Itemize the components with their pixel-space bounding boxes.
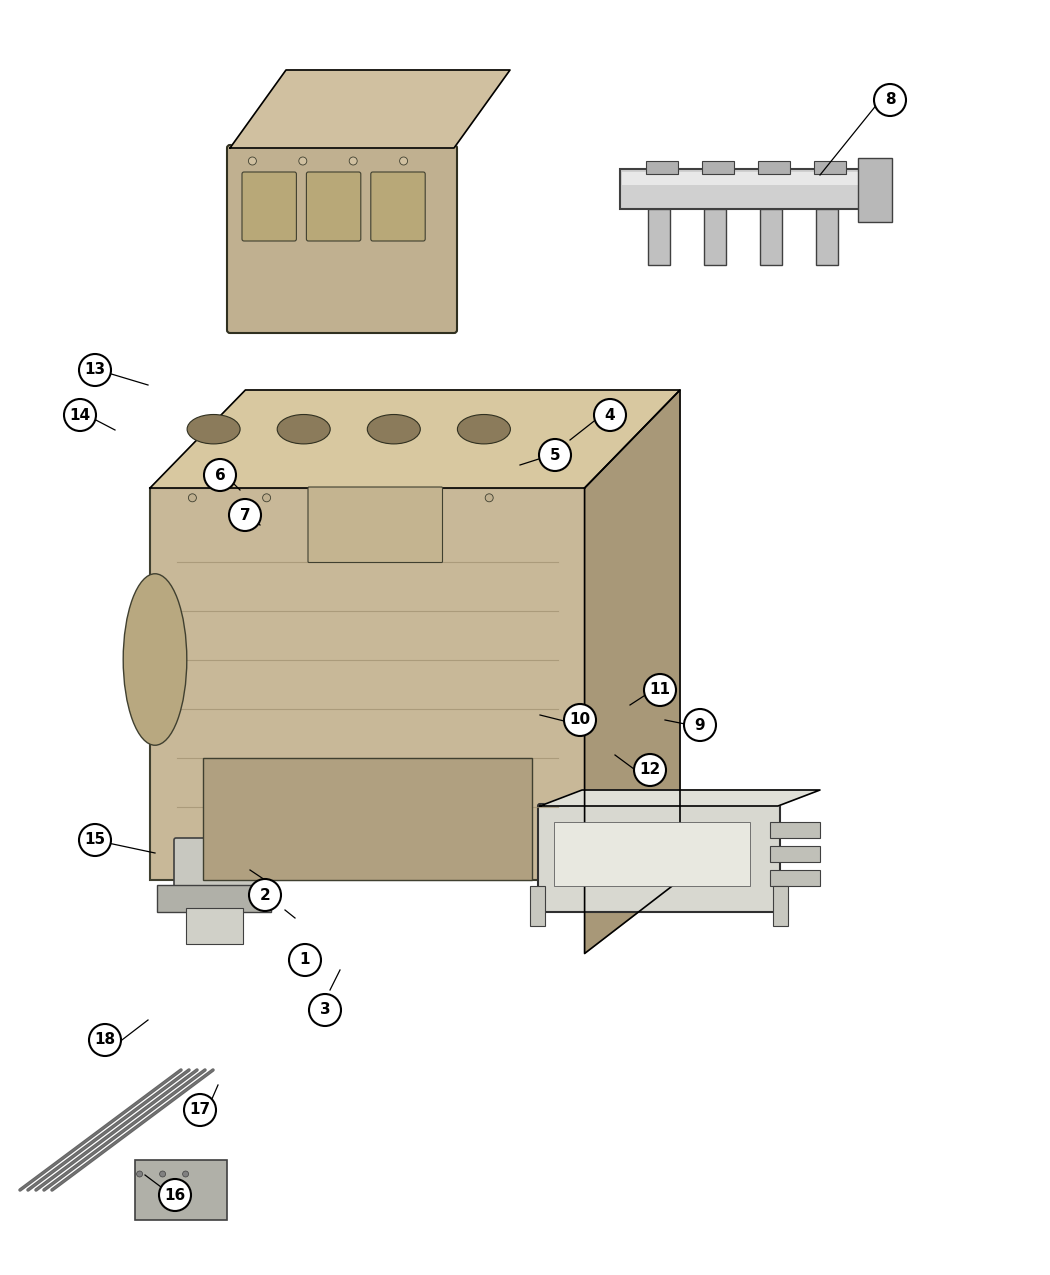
- Circle shape: [183, 1170, 189, 1177]
- Polygon shape: [230, 70, 510, 148]
- Text: 5: 5: [550, 448, 561, 463]
- Bar: [704, 209, 727, 265]
- Circle shape: [634, 754, 666, 785]
- Ellipse shape: [458, 414, 510, 444]
- Circle shape: [159, 1179, 191, 1211]
- FancyBboxPatch shape: [538, 805, 780, 912]
- Circle shape: [337, 493, 344, 502]
- Text: 10: 10: [569, 713, 590, 728]
- Ellipse shape: [277, 414, 330, 444]
- Bar: [648, 209, 670, 265]
- Circle shape: [594, 399, 626, 431]
- Circle shape: [411, 493, 419, 502]
- Bar: [760, 209, 782, 265]
- Text: 2: 2: [259, 887, 271, 903]
- Circle shape: [89, 1024, 121, 1056]
- Bar: [622, 172, 863, 185]
- Polygon shape: [150, 390, 680, 488]
- FancyBboxPatch shape: [227, 145, 457, 333]
- Bar: [530, 886, 545, 926]
- Ellipse shape: [368, 414, 420, 444]
- Circle shape: [564, 704, 596, 736]
- Circle shape: [229, 499, 261, 530]
- Text: 1: 1: [299, 952, 310, 968]
- Circle shape: [79, 824, 111, 856]
- Bar: [773, 886, 788, 926]
- FancyBboxPatch shape: [242, 172, 296, 241]
- Bar: [816, 209, 838, 265]
- Text: 8: 8: [885, 93, 896, 107]
- Bar: [858, 158, 891, 222]
- Circle shape: [204, 459, 236, 491]
- Circle shape: [136, 1170, 143, 1177]
- FancyBboxPatch shape: [174, 838, 273, 896]
- Polygon shape: [540, 790, 820, 806]
- Text: 17: 17: [189, 1103, 211, 1117]
- Bar: [150, 488, 585, 880]
- Circle shape: [64, 399, 96, 431]
- Text: 9: 9: [695, 718, 706, 733]
- Bar: [158, 885, 271, 912]
- Text: 6: 6: [214, 468, 226, 482]
- Text: 18: 18: [94, 1033, 116, 1048]
- Bar: [646, 161, 678, 173]
- Circle shape: [874, 84, 906, 116]
- Circle shape: [400, 157, 407, 164]
- Bar: [186, 908, 243, 945]
- Ellipse shape: [187, 414, 240, 444]
- Polygon shape: [585, 390, 680, 954]
- Text: 3: 3: [319, 1002, 331, 1017]
- Bar: [702, 161, 734, 173]
- Circle shape: [249, 878, 281, 912]
- Bar: [770, 822, 820, 838]
- Bar: [770, 847, 820, 862]
- Bar: [770, 870, 820, 886]
- Bar: [814, 161, 846, 173]
- Text: 12: 12: [639, 762, 660, 778]
- Circle shape: [262, 493, 271, 502]
- Circle shape: [160, 1170, 166, 1177]
- FancyBboxPatch shape: [308, 487, 442, 562]
- Circle shape: [684, 709, 716, 741]
- Circle shape: [289, 944, 321, 975]
- Circle shape: [539, 439, 571, 470]
- Circle shape: [350, 157, 357, 164]
- Text: 7: 7: [239, 507, 250, 523]
- Text: 13: 13: [84, 362, 106, 377]
- Circle shape: [309, 994, 341, 1026]
- Bar: [203, 757, 531, 880]
- Text: 4: 4: [605, 408, 615, 422]
- Text: 16: 16: [165, 1187, 186, 1202]
- Circle shape: [184, 1094, 216, 1126]
- Text: 14: 14: [69, 408, 90, 422]
- FancyBboxPatch shape: [371, 172, 425, 241]
- Bar: [620, 170, 872, 209]
- Text: 11: 11: [650, 682, 671, 697]
- Bar: [135, 1160, 227, 1220]
- Circle shape: [249, 157, 256, 164]
- Bar: [758, 161, 790, 173]
- Text: 15: 15: [84, 833, 106, 848]
- Circle shape: [644, 674, 676, 706]
- Circle shape: [299, 157, 307, 164]
- Circle shape: [485, 493, 494, 502]
- Circle shape: [188, 493, 196, 502]
- Circle shape: [79, 354, 111, 386]
- Bar: [554, 822, 750, 886]
- Ellipse shape: [123, 574, 187, 746]
- FancyBboxPatch shape: [307, 172, 361, 241]
